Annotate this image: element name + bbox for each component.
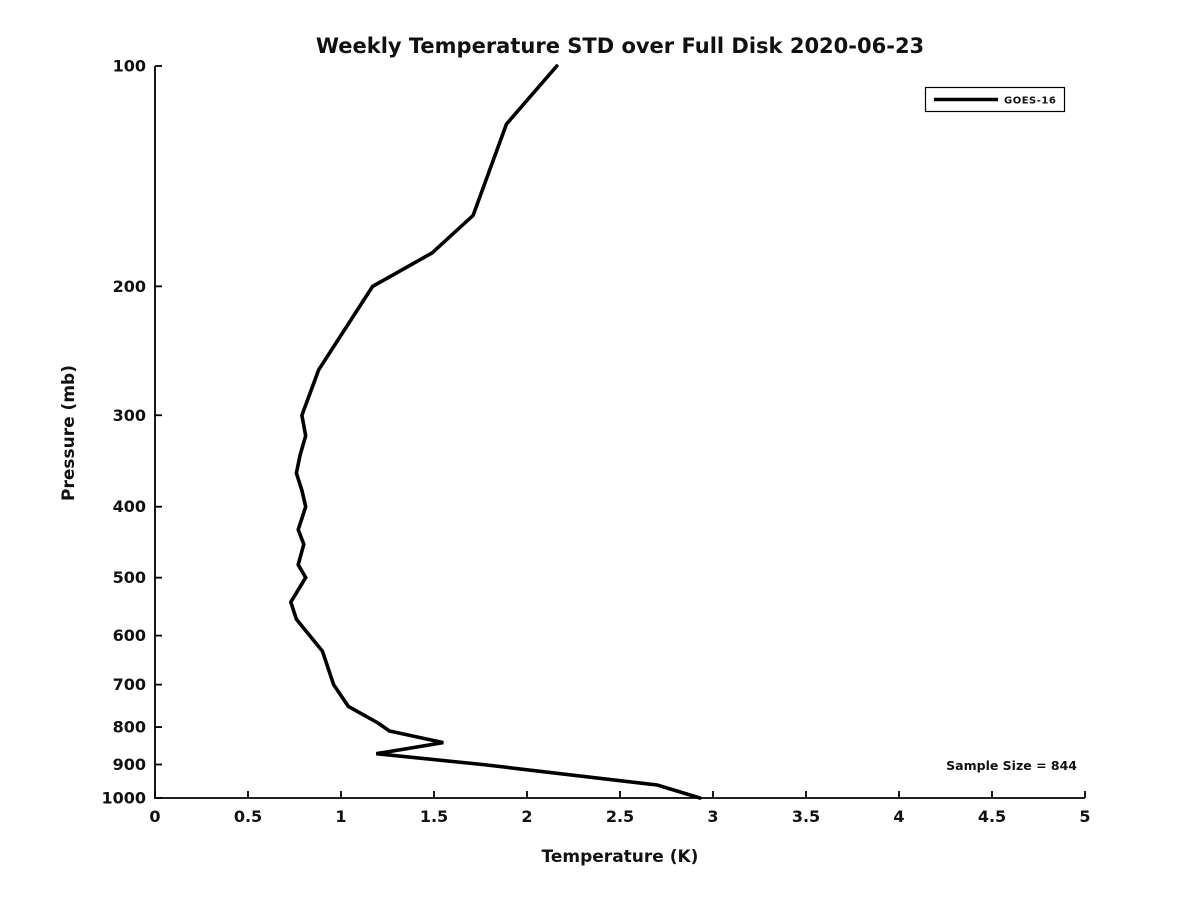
x-tick-label: 4.5 [978,807,1006,826]
axis-spines [154,66,1085,799]
y-axis: 100 200 300 400 500 600 700 800 900 1000 [101,57,162,808]
x-tick-label: 1.5 [420,807,448,826]
legend-label: GOES-16 [1004,96,1056,107]
x-axis-label: Temperature (K) [542,847,699,867]
y-tick-label: 200 [113,277,146,296]
x-tick-label: 3 [707,807,718,826]
y-tick-label: 500 [113,568,146,587]
series-line-goes-16 [288,64,702,800]
x-tick-label: 5 [1079,807,1090,826]
x-tick-label: 4 [893,807,904,826]
x-tick-label: 3.5 [792,807,820,826]
x-tick-label: 0 [149,807,160,826]
y-axis-label: Pressure (mb) [59,365,79,501]
series-group [288,64,702,800]
y-tick-label: 700 [113,675,146,694]
y-tick-label: 1000 [101,789,146,808]
x-tick-label: 2 [521,807,532,826]
y-tick-label: 400 [113,497,146,516]
sample-size-annotation: Sample Size = 844 [946,758,1077,773]
y-tick-label: 600 [113,626,146,645]
chart-title: Weekly Temperature STD over Full Disk 20… [316,34,924,58]
x-tick-label: 1 [335,807,346,826]
y-tick-label: 100 [113,57,146,76]
y-tick-label: 300 [113,406,146,425]
x-tick-label: 0.5 [234,807,262,826]
y-tick-label: 900 [113,755,146,774]
y-tick-label: 800 [113,718,146,737]
x-tick-label: 2.5 [606,807,634,826]
x-axis: 0 0.5 1 1.5 2 2.5 3 3.5 4 4.5 5 [149,791,1091,826]
legend: GOES-16 [924,86,1066,113]
